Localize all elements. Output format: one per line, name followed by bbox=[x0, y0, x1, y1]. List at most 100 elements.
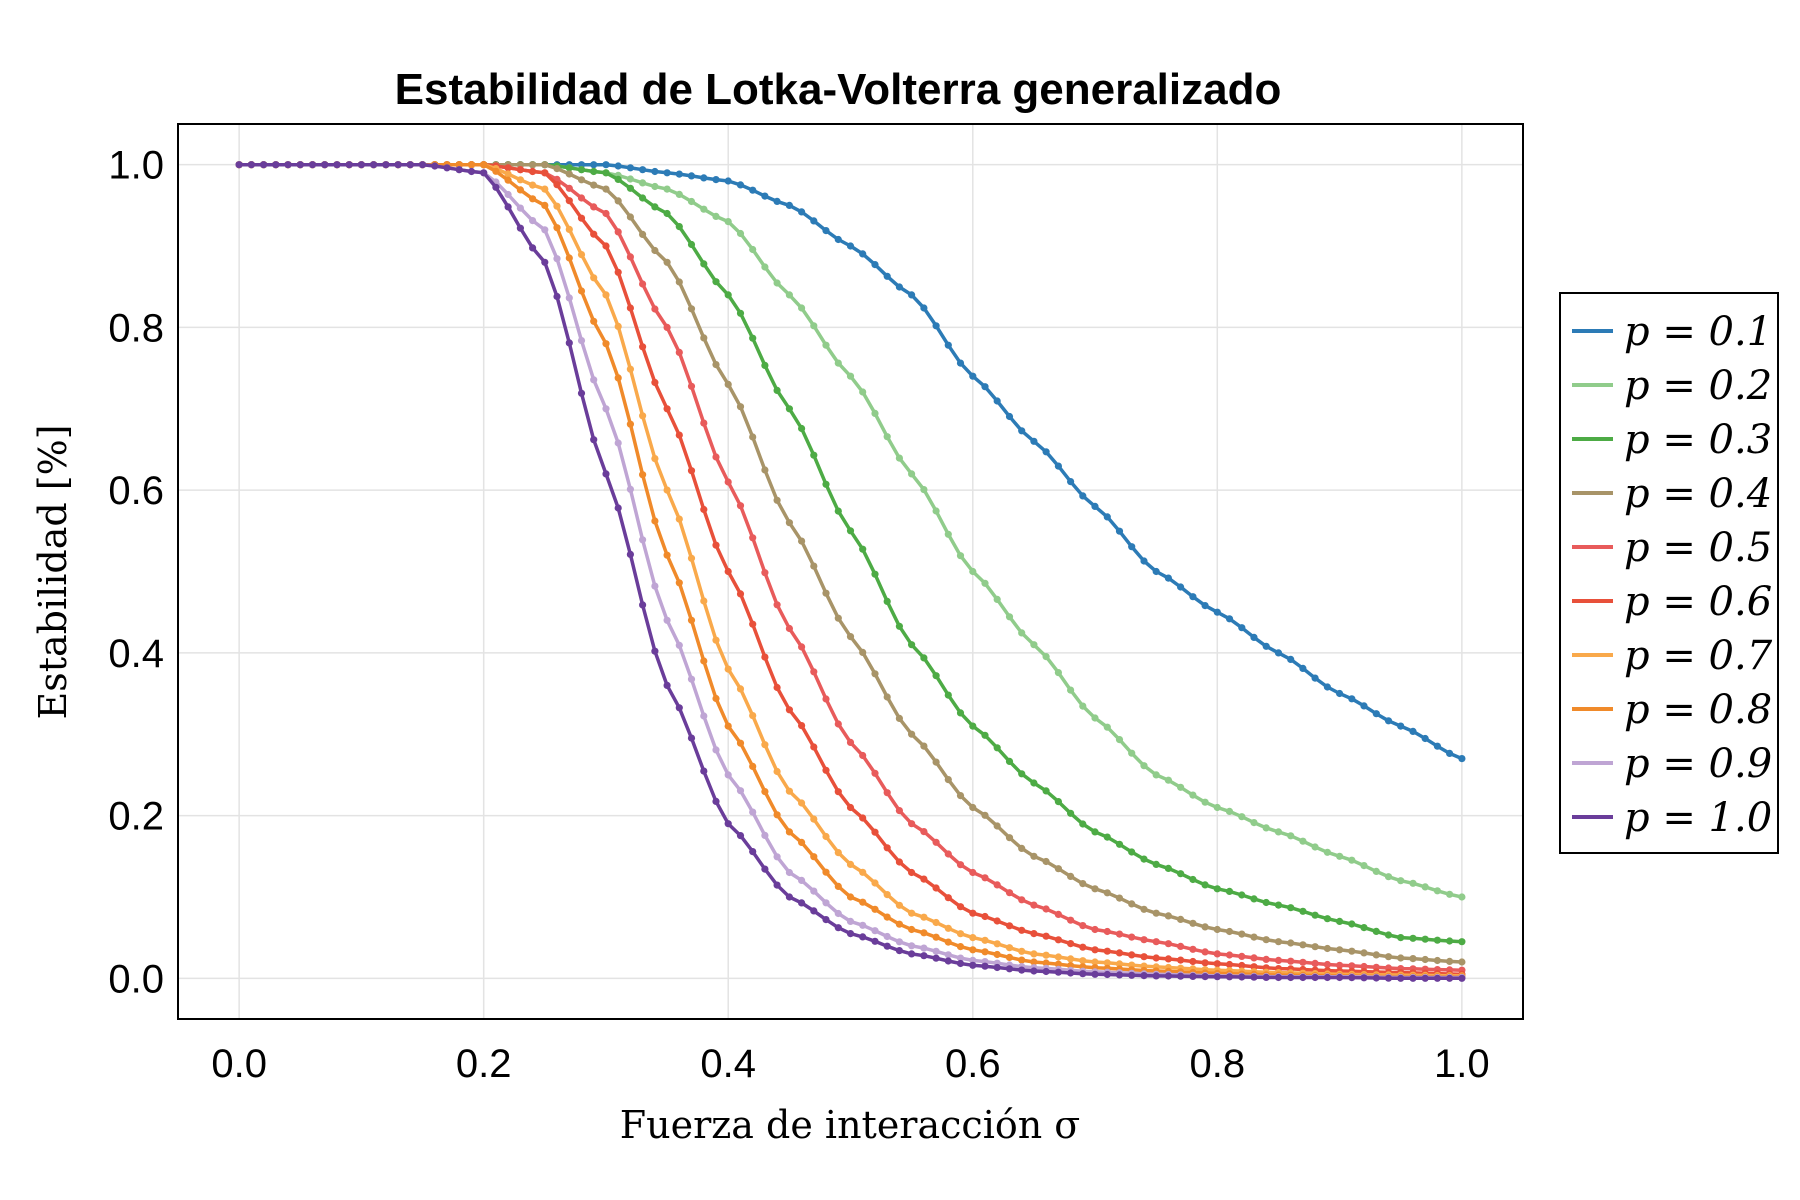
data-point bbox=[1018, 947, 1026, 955]
data-point bbox=[1250, 895, 1258, 903]
data-point bbox=[553, 292, 561, 301]
data-point bbox=[822, 916, 830, 924]
data-point bbox=[798, 208, 806, 216]
data-point bbox=[675, 579, 683, 587]
data-point bbox=[1409, 879, 1417, 887]
series-group bbox=[235, 161, 1466, 982]
data-point bbox=[602, 470, 610, 478]
data-point bbox=[761, 192, 769, 200]
data-point bbox=[1030, 958, 1038, 966]
data-point bbox=[1152, 909, 1160, 917]
data-point bbox=[651, 305, 659, 313]
data-point bbox=[1115, 736, 1124, 744]
data-point bbox=[1262, 898, 1270, 907]
data-point bbox=[1115, 971, 1124, 979]
data-point bbox=[1299, 958, 1307, 966]
data-point bbox=[639, 536, 647, 544]
data-point bbox=[529, 195, 537, 203]
data-point bbox=[1323, 683, 1331, 691]
data-point bbox=[798, 838, 806, 847]
data-point bbox=[883, 789, 891, 797]
data-point bbox=[956, 959, 965, 968]
data-point bbox=[1140, 855, 1148, 863]
data-point bbox=[687, 616, 696, 624]
data-point bbox=[981, 948, 989, 956]
data-point bbox=[467, 167, 476, 176]
data-point bbox=[1323, 973, 1331, 982]
data-point bbox=[895, 283, 904, 291]
data-point bbox=[981, 811, 989, 819]
data-point bbox=[969, 961, 977, 969]
data-point bbox=[1103, 927, 1111, 936]
data-point bbox=[614, 228, 622, 236]
data-point bbox=[822, 480, 830, 488]
data-point bbox=[1005, 412, 1014, 421]
data-point bbox=[1115, 949, 1124, 957]
legend: p = 0.1 p = 0.2 p = 0.3 p = 0.4 p = 0.5 p = 0… bbox=[1559, 292, 1779, 854]
data-point bbox=[602, 161, 610, 169]
data-point bbox=[1128, 848, 1136, 856]
data-point bbox=[822, 868, 830, 876]
data-point bbox=[944, 938, 952, 946]
data-point bbox=[687, 675, 696, 683]
data-point bbox=[516, 166, 525, 174]
data-point bbox=[956, 552, 965, 560]
data-point bbox=[761, 741, 769, 749]
data-point bbox=[1054, 910, 1062, 919]
data-point bbox=[1446, 937, 1454, 945]
data-point bbox=[993, 917, 1001, 925]
data-point bbox=[1140, 953, 1148, 961]
data-point bbox=[565, 184, 573, 192]
data-point bbox=[687, 382, 696, 390]
data-point bbox=[981, 936, 989, 944]
data-point bbox=[565, 294, 573, 302]
data-point bbox=[956, 903, 965, 911]
data-point bbox=[1189, 791, 1197, 799]
data-point bbox=[1287, 904, 1295, 912]
y-tick-label: 0.2 bbox=[108, 795, 164, 839]
data-point bbox=[1372, 867, 1380, 876]
data-point bbox=[773, 386, 781, 394]
data-point bbox=[822, 341, 830, 349]
data-point bbox=[1360, 702, 1368, 710]
data-point bbox=[1042, 653, 1050, 661]
data-point bbox=[1103, 513, 1111, 521]
data-point bbox=[749, 712, 757, 720]
data-point bbox=[871, 570, 879, 578]
data-point bbox=[1397, 934, 1405, 942]
data-point bbox=[663, 616, 671, 624]
data-point bbox=[969, 803, 977, 812]
data-point bbox=[1115, 960, 1124, 968]
data-point bbox=[1213, 925, 1221, 934]
data-point bbox=[981, 731, 989, 739]
data-point bbox=[626, 175, 635, 183]
data-point bbox=[1360, 962, 1368, 971]
data-point bbox=[1079, 820, 1087, 828]
data-point bbox=[687, 240, 696, 249]
data-point bbox=[895, 901, 904, 909]
data-point bbox=[749, 433, 757, 441]
legend-label: p = 0.4 bbox=[1624, 471, 1772, 517]
data-point bbox=[1005, 613, 1014, 621]
data-point bbox=[260, 161, 268, 169]
data-point bbox=[590, 274, 598, 282]
data-point bbox=[846, 893, 855, 901]
data-point bbox=[577, 161, 586, 169]
data-point bbox=[749, 186, 757, 194]
data-point bbox=[969, 567, 977, 576]
x-tick-label: 0.2 bbox=[456, 1042, 512, 1086]
data-point bbox=[798, 876, 806, 885]
data-point bbox=[577, 194, 586, 202]
data-point bbox=[1311, 674, 1319, 682]
data-point bbox=[529, 244, 537, 252]
data-point bbox=[1336, 946, 1344, 954]
data-point bbox=[651, 378, 659, 387]
data-point bbox=[382, 161, 390, 169]
data-point bbox=[1323, 915, 1331, 923]
data-point bbox=[1091, 958, 1099, 966]
data-point bbox=[1311, 843, 1319, 851]
data-point bbox=[1164, 776, 1172, 784]
data-point bbox=[1299, 664, 1307, 673]
data-point bbox=[1005, 953, 1014, 962]
data-point bbox=[1018, 427, 1026, 435]
